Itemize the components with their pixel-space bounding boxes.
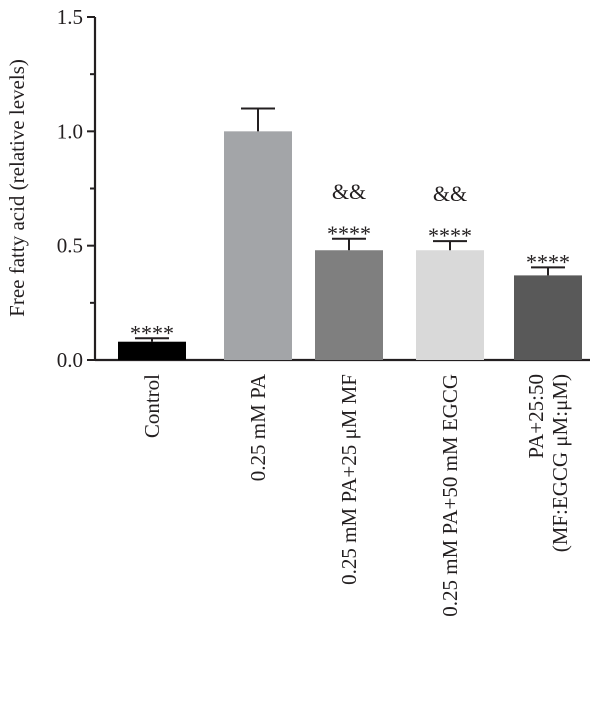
y-tick-label: 1.0 [57, 119, 83, 143]
significance-ampersands: && [332, 179, 366, 204]
bar [224, 131, 292, 360]
bar [315, 250, 383, 360]
y-tick-label: 0.5 [57, 234, 83, 258]
y-axis-label: Free fatty acid (relative levels) [5, 59, 29, 317]
x-tick-label: 0.25 mM PA+25 μM MF [337, 374, 361, 585]
error-bar [241, 107, 275, 132]
x-tick-label: Control [140, 374, 164, 438]
significance-stars: **** [130, 320, 174, 345]
bar [514, 275, 582, 360]
significance-stars: **** [526, 249, 570, 274]
significance-stars: **** [327, 221, 371, 246]
x-tick-label: PA+25:50 [524, 374, 548, 459]
y-tick-label: 1.5 [57, 5, 83, 29]
annotations: **** **** && **** && **** [130, 179, 570, 345]
x-tick-label: 0.25 mM PA+50 mM EGCG [438, 374, 462, 617]
error-bar [531, 266, 565, 276]
error-bar [135, 337, 169, 342]
error-bar [332, 237, 366, 251]
x-tick-labels: Control 0.25 mM PA 0.25 mM PA+25 μM MF 0.25… [140, 373, 572, 617]
bar [416, 250, 484, 360]
bars [118, 107, 582, 360]
bar [118, 341, 186, 360]
y-tick-label: 0.0 [57, 348, 83, 372]
significance-stars: **** [428, 223, 472, 248]
error-bar [433, 240, 467, 251]
x-tick-label: 0.25 mM PA [246, 373, 270, 481]
x-tick-label: (MF:EGCG μM:μM) [548, 374, 572, 552]
significance-ampersands: && [433, 181, 467, 206]
